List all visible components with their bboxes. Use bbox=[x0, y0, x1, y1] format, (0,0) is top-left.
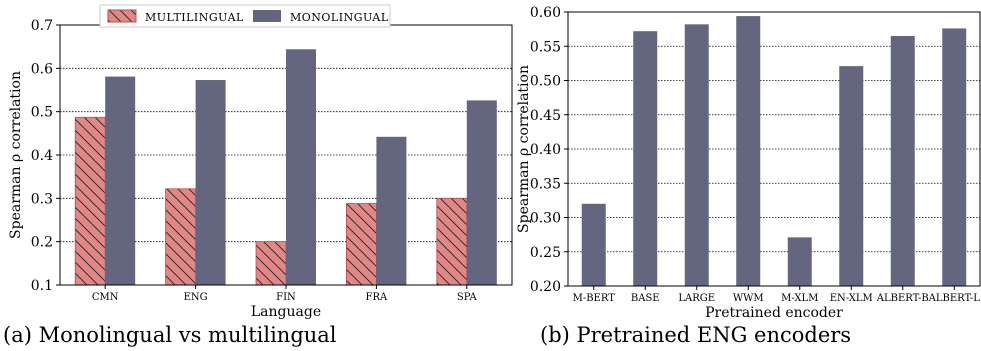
y-tick-label: 0.5 bbox=[31, 105, 53, 121]
legend-label-monolingual: MONOLINGUAL bbox=[290, 11, 389, 24]
chart-b: 0.20 0.25 0.30 0.35 0.40 0.45 0.50 0.55 0.60 M-BE… bbox=[516, 5, 981, 321]
x-tick-label: ALBERT-L bbox=[928, 293, 981, 304]
bar-series-wwm bbox=[736, 16, 761, 287]
bar-monolingual-eng bbox=[195, 80, 226, 286]
y-tick-label: 0.40 bbox=[530, 142, 561, 158]
y-tick-label: 0.20 bbox=[530, 279, 561, 295]
bar-multilingual-eng bbox=[165, 188, 197, 286]
legend-label-multilingual: MULTILINGUAL bbox=[145, 11, 244, 24]
x-tick-label: WWM bbox=[733, 293, 764, 304]
y-tick-label: 0.45 bbox=[530, 108, 561, 124]
x-tick-label: EN-XLM bbox=[830, 293, 873, 304]
plot-frame bbox=[567, 11, 981, 287]
bar-multilingual-fin bbox=[255, 241, 287, 286]
bar-series-base bbox=[633, 31, 658, 287]
x-tick-label: ENG bbox=[184, 292, 208, 303]
bar-series-large bbox=[684, 24, 709, 287]
y-tick-label: 0.60 bbox=[530, 5, 561, 21]
y-tick-label: 0.30 bbox=[530, 211, 561, 227]
legend-swatch-multilingual bbox=[107, 9, 137, 23]
bar-multilingual-fra bbox=[345, 203, 377, 286]
y-tick-label: 0.2 bbox=[31, 235, 53, 251]
x-tick-label: M-XLM bbox=[781, 293, 818, 304]
x-tick-label: FIN bbox=[276, 292, 296, 303]
caption-a: (a) Monolingual vs multilingual bbox=[3, 323, 337, 347]
legend: MULTILINGUAL MONOLINGUAL bbox=[99, 4, 391, 28]
bar-monolingual-fra bbox=[376, 136, 407, 285]
bar-multilingual-spa bbox=[436, 197, 468, 286]
y-tick-label: 0.6 bbox=[31, 61, 53, 77]
bar-monolingual-fin bbox=[286, 49, 316, 286]
legend-box bbox=[99, 4, 391, 28]
y-tick-label: 0.50 bbox=[530, 74, 561, 90]
x-axis-label: Language bbox=[251, 304, 321, 320]
y-tick-label: 0.25 bbox=[530, 245, 561, 261]
y-tick-label: 0.35 bbox=[530, 176, 561, 192]
y-tick-label: 0.3 bbox=[31, 191, 53, 207]
bar-monolingual-spa bbox=[466, 100, 497, 286]
chart-a: 0.1 0.2 0.3 0.4 0.5 0.6 0.7 CMN ENG FIN FRA SPA Lang… bbox=[8, 4, 513, 320]
bar-series-albert-b bbox=[890, 35, 915, 286]
x-tick-label: LARGE bbox=[678, 293, 715, 304]
x-tick-label: CMN bbox=[92, 292, 119, 303]
x-tick-label: BASE bbox=[631, 293, 660, 304]
caption-b: (b) Pretrained ENG encoders bbox=[540, 323, 851, 347]
y-axis-label: Spearman ρ correlation bbox=[8, 71, 24, 239]
x-tick-label: ALBERT-B bbox=[876, 293, 929, 304]
bar-series-en-xlm bbox=[839, 66, 864, 287]
x-axis-label: Pretrained encoder bbox=[705, 305, 843, 321]
bar-monolingual-cmn bbox=[105, 76, 136, 285]
bar-series-albert-l bbox=[942, 28, 967, 286]
y-axis-label: Spearman ρ correlation bbox=[516, 65, 532, 233]
y-tick-label: 0.7 bbox=[31, 18, 53, 34]
x-tick-label: FRA bbox=[366, 292, 388, 303]
x-tick-label: SPA bbox=[457, 292, 478, 303]
y-tick-label: 0.1 bbox=[31, 278, 53, 294]
legend-swatch-monolingual bbox=[253, 10, 281, 22]
bar-multilingual-cmn bbox=[74, 116, 106, 286]
bar-series-m-xlm bbox=[787, 237, 812, 286]
y-tick-label: 0.55 bbox=[530, 39, 561, 55]
y-tick-label: 0.4 bbox=[31, 148, 53, 164]
x-tick-label: M-BERT bbox=[573, 293, 616, 304]
bar-series-m-bert bbox=[581, 203, 606, 286]
